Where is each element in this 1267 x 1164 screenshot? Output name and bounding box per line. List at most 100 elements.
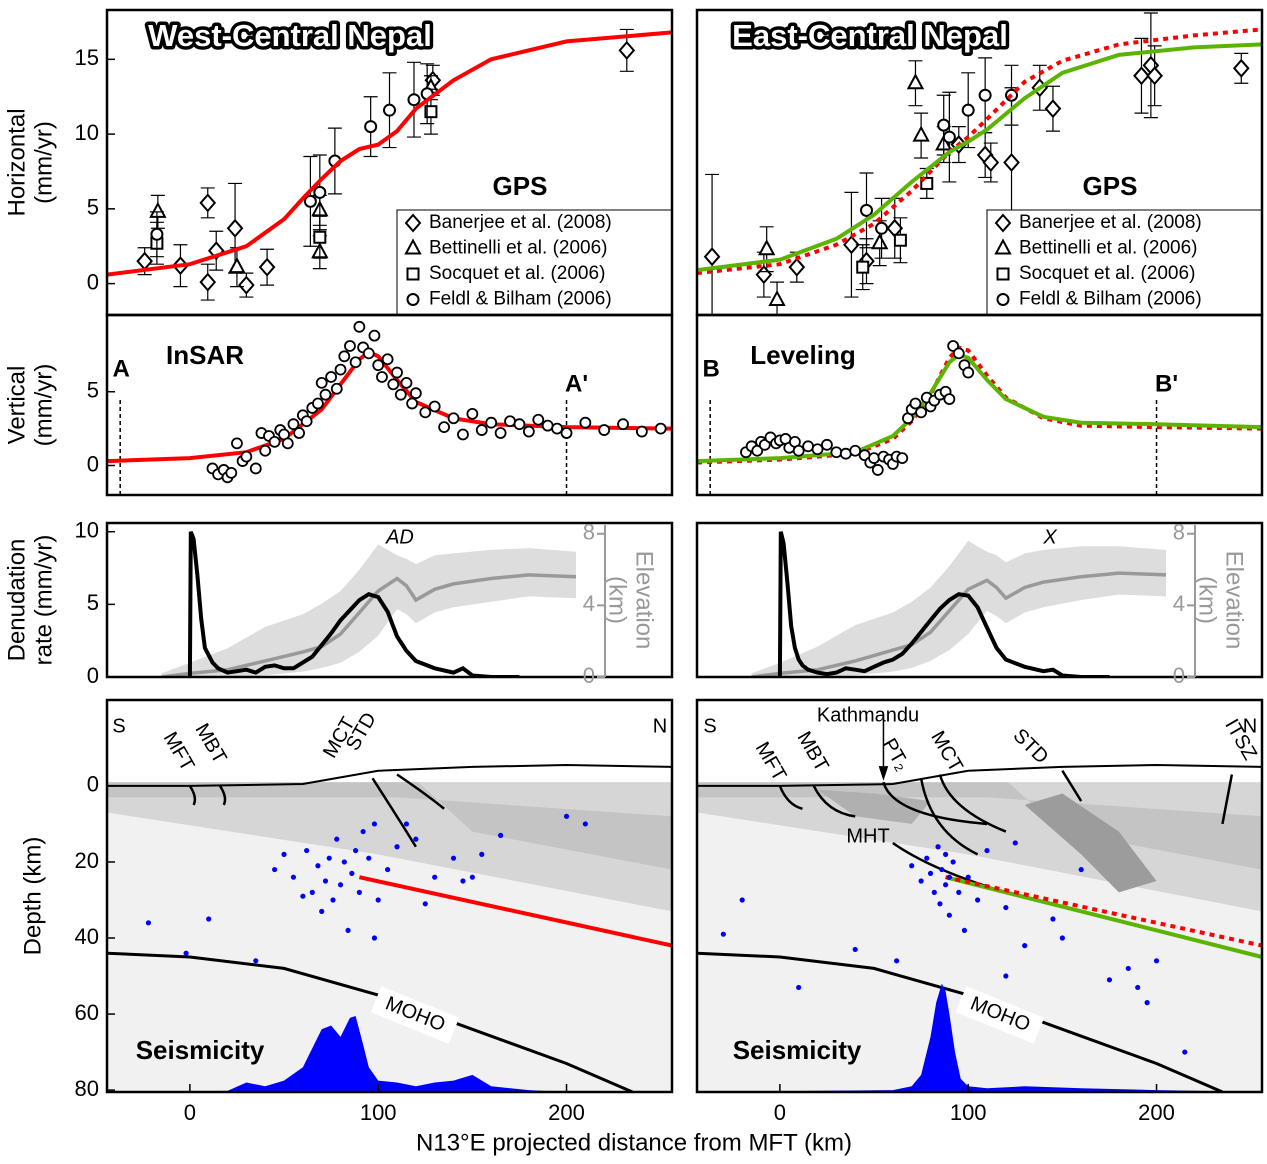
earthquake xyxy=(422,901,428,907)
legend-marker xyxy=(994,213,1012,233)
marker xyxy=(1146,66,1163,86)
y2-tick-label: 0 xyxy=(1173,663,1185,688)
marker xyxy=(912,125,930,142)
earthquake xyxy=(375,897,381,903)
section-label: S xyxy=(112,715,125,737)
panel-title: East-Central Nepal xyxy=(732,18,1008,53)
panel-label: AD xyxy=(385,526,414,548)
earthquake xyxy=(1182,1049,1188,1055)
x-tick-label: 0 xyxy=(184,1100,196,1125)
legend-label: Feldl & Bilham (2006) xyxy=(429,289,612,310)
earthquake xyxy=(403,821,410,827)
marker xyxy=(635,425,648,438)
marker xyxy=(942,130,956,144)
marker xyxy=(703,247,721,267)
y-tick-label: 10 xyxy=(75,518,99,543)
marker xyxy=(875,221,889,235)
marker xyxy=(978,88,992,102)
marker xyxy=(400,376,413,389)
fault-trace xyxy=(1221,774,1234,825)
panel: Banerjee et al. (2008) Bettinelli et al. … xyxy=(695,8,1264,317)
x-tick-label: 100 xyxy=(950,1100,987,1125)
y-tick-label: 60 xyxy=(75,1000,99,1025)
section-label: Seismicity xyxy=(136,1035,265,1065)
legend-marker xyxy=(994,238,1012,255)
earthquake xyxy=(1135,984,1141,991)
marker xyxy=(788,257,806,277)
frame xyxy=(695,313,1264,497)
earthquake xyxy=(337,882,344,888)
fault-trace xyxy=(188,785,197,806)
earthquake xyxy=(935,844,941,850)
fault-trace xyxy=(396,773,445,810)
marker xyxy=(1003,152,1020,173)
y-tick-label: 0 xyxy=(87,269,99,294)
earthquake xyxy=(894,958,900,964)
earthquake xyxy=(479,851,485,857)
profile-end-label: A' xyxy=(565,370,588,397)
y-tick-label: 5 xyxy=(87,195,99,220)
marker xyxy=(758,239,776,256)
earthquake xyxy=(927,870,934,876)
earthquake xyxy=(253,958,259,964)
elevation-line xyxy=(751,571,1167,677)
earthquake xyxy=(961,927,968,934)
earthquake xyxy=(330,897,336,903)
earthquake xyxy=(341,859,347,865)
y2-axis-label: Elevation xyxy=(631,551,658,650)
marker xyxy=(843,235,860,255)
marker xyxy=(315,376,328,389)
marker xyxy=(961,103,975,117)
marker xyxy=(466,407,479,420)
section-label: N xyxy=(1243,715,1257,737)
plot-area xyxy=(697,340,1262,495)
earthquake xyxy=(852,946,858,953)
denudation-line xyxy=(187,530,520,677)
marker xyxy=(334,363,347,376)
y-axis-label: Vertical xyxy=(3,366,30,445)
marker xyxy=(457,428,469,441)
legend-marker xyxy=(406,267,420,281)
marker xyxy=(325,371,338,383)
y-tick-label: 15 xyxy=(75,45,99,70)
earthquake xyxy=(183,950,189,956)
marker xyxy=(228,257,246,274)
y2-axis-label: (km) xyxy=(604,576,631,624)
y-tick-label: 20 xyxy=(75,848,99,873)
y2-tick-label: 4 xyxy=(583,591,595,616)
profile-end-label: B' xyxy=(1155,370,1178,397)
marker xyxy=(618,40,636,60)
earthquake xyxy=(394,844,400,850)
plot-area xyxy=(107,320,672,495)
y2-axis-label: Elevation xyxy=(1221,551,1248,650)
earthquake xyxy=(300,893,306,899)
marker xyxy=(896,452,909,465)
earthquake xyxy=(1144,1000,1150,1006)
legend-marker xyxy=(996,267,1010,281)
panel: AD 0 5 10 0 4 8 Elevation(km) Denudation rate (mm… xyxy=(3,518,674,688)
marker xyxy=(313,230,327,244)
earthquake xyxy=(909,863,915,869)
marker xyxy=(238,275,255,295)
marker xyxy=(830,446,843,459)
elevation-range xyxy=(161,544,576,677)
marker xyxy=(199,193,217,213)
earthquake xyxy=(931,889,937,895)
legend-marker xyxy=(404,238,422,255)
marker xyxy=(909,397,922,410)
legend-label: Bettinelli et al. (2006) xyxy=(429,238,608,259)
plot-area xyxy=(751,531,1167,677)
y-tick-label: 10 xyxy=(75,120,99,145)
marker xyxy=(149,201,167,218)
earthquake xyxy=(924,855,930,861)
marker xyxy=(409,387,422,400)
marker xyxy=(811,443,824,456)
x-tick-label: 100 xyxy=(360,1100,397,1125)
earthquake xyxy=(315,863,321,869)
y-axis-label: Horizontal xyxy=(3,108,30,216)
earthquake xyxy=(965,874,971,880)
x-tick-label: 0 xyxy=(774,1100,786,1125)
marker xyxy=(406,397,419,410)
thrust-sheet xyxy=(697,780,1262,870)
